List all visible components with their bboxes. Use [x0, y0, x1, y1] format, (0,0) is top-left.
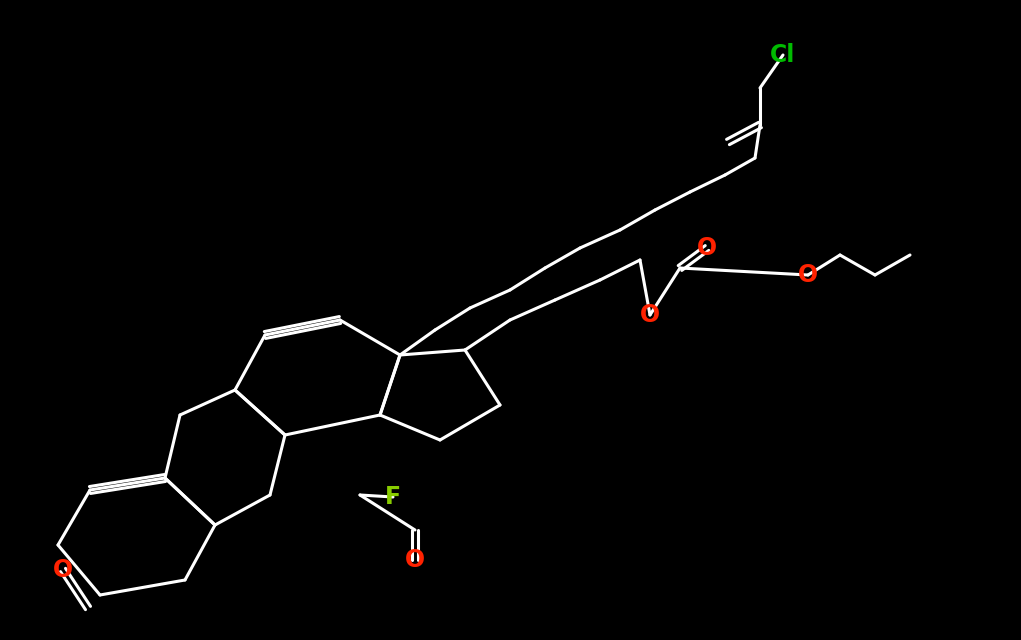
- Text: F: F: [385, 485, 401, 509]
- Text: O: O: [405, 548, 425, 572]
- Text: O: O: [640, 303, 660, 327]
- Text: Cl: Cl: [770, 43, 795, 67]
- Text: O: O: [798, 263, 818, 287]
- Text: O: O: [53, 558, 74, 582]
- Text: O: O: [697, 236, 717, 260]
